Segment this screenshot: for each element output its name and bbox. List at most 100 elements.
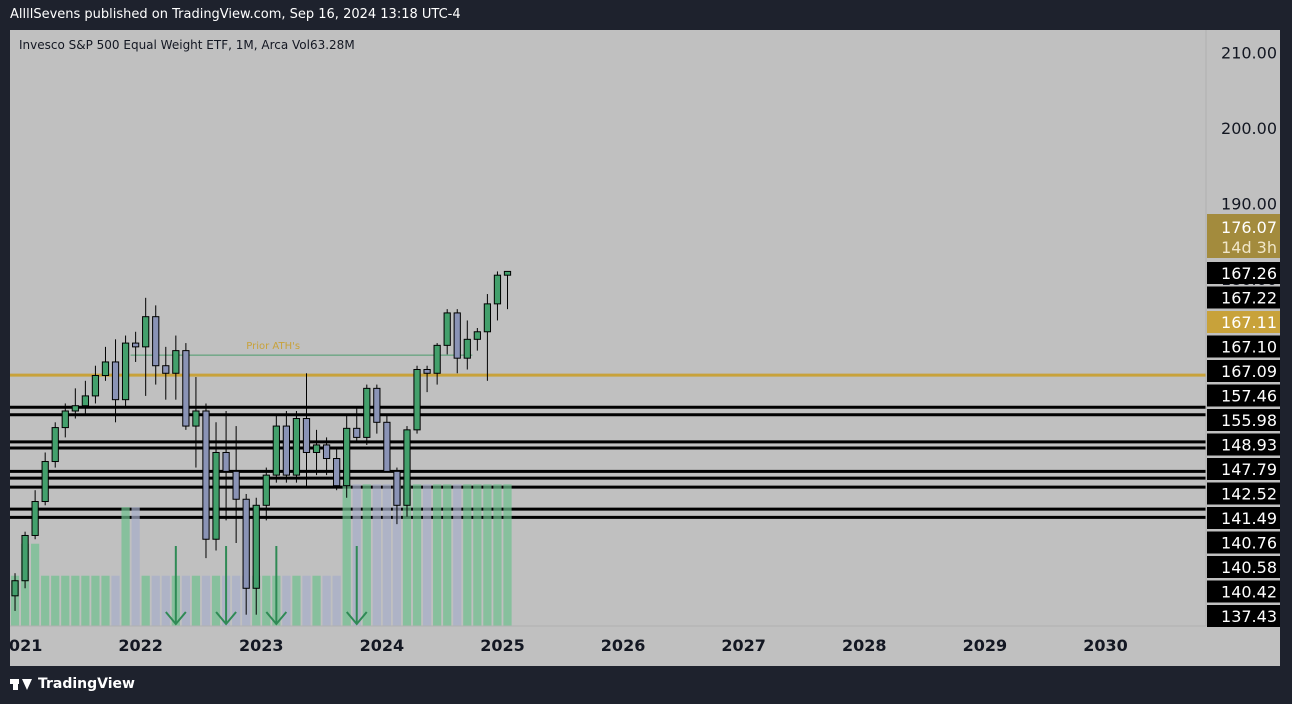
candle-body [453, 312, 461, 359]
prior-ath-label: Prior ATH's [246, 341, 300, 352]
level-tag-label: 167.10 [1221, 338, 1277, 357]
volume-bar [493, 484, 502, 626]
candle-body [322, 444, 331, 460]
candle-body [433, 344, 441, 374]
price-axis-label: 190.00 [1221, 195, 1277, 214]
level-tag [1207, 531, 1280, 554]
volume-bar [392, 484, 402, 626]
level-tag [1207, 335, 1280, 358]
last-price-tag [1207, 214, 1280, 258]
candle-body [121, 342, 130, 401]
tradingview-logo-icon [10, 677, 32, 691]
level-tag-label: 167.26 [1221, 264, 1277, 283]
level-tag-label: 167.22 [1221, 289, 1277, 308]
volume-bar [31, 543, 40, 626]
time-axis-label: 2028 [842, 636, 887, 655]
volume-bar [201, 575, 211, 626]
candle-body [152, 316, 160, 367]
level-tag [1207, 360, 1280, 382]
candle-body [162, 365, 170, 374]
candle-body [182, 350, 190, 427]
volume-bar [131, 507, 140, 626]
candle-body [111, 361, 120, 401]
candle-body [503, 270, 512, 276]
candle-body [71, 405, 79, 412]
level-tag-label: 155.98 [1221, 411, 1277, 430]
candle-body [483, 303, 492, 333]
candle-body [262, 474, 270, 506]
level-tag [1207, 556, 1280, 578]
level-tag [1207, 482, 1280, 505]
volume-bar [443, 484, 452, 626]
time-axis-label: 2027 [721, 636, 766, 655]
candle-body [333, 458, 341, 487]
level-tag-label: 140.58 [1221, 558, 1277, 577]
chart-area[interactable]: Prior ATH's210.00200.00190.00180.00176.0… [10, 30, 1280, 666]
price-axis-label: 210.00 [1221, 44, 1277, 63]
candle-body [252, 504, 260, 589]
candle-body [363, 387, 371, 438]
time-axis-label: 2025 [480, 636, 525, 655]
volume-bar [151, 575, 160, 626]
symbol-legend: Invesco S&P 500 Equal Weight ETF, 1M, Ar… [19, 38, 355, 52]
candle-body [51, 427, 59, 463]
price-axis-label: 200.00 [1221, 119, 1277, 138]
candle-body [101, 361, 110, 377]
time-axis-label: 2029 [963, 636, 1008, 655]
candle-body [413, 368, 421, 431]
candle-body [383, 421, 391, 472]
candle-body [142, 316, 150, 348]
time-axis-label: 2022 [118, 636, 163, 655]
volume-bar [433, 484, 442, 626]
candle-body [443, 312, 451, 346]
volume-bar [322, 575, 331, 626]
candle-body [21, 534, 29, 582]
level-tag [1207, 311, 1280, 333]
volume-bar [372, 484, 381, 626]
volume-bar [41, 575, 50, 626]
level-tag-label: 167.09 [1221, 362, 1277, 381]
level-tag-label: 140.42 [1221, 583, 1277, 602]
candle-body [493, 274, 502, 305]
volume-bar [181, 575, 190, 626]
chart-canvas[interactable]: Prior ATH's210.00200.00190.00180.00176.0… [10, 30, 1280, 666]
volume-bar [422, 484, 432, 626]
volume-bar [302, 575, 311, 626]
level-tag [1207, 458, 1280, 480]
candle-body [222, 451, 230, 472]
candle-body [31, 501, 39, 536]
candle-body [463, 338, 471, 359]
time-axis-label: 2030 [1083, 636, 1128, 655]
candle-body [172, 350, 180, 374]
level-tag-label: 147.79 [1221, 460, 1277, 479]
volume-bar [342, 484, 351, 626]
candle-body [242, 498, 250, 589]
volume-bar [332, 575, 341, 626]
level-tag-label: 142.52 [1221, 485, 1277, 504]
volume-bar [71, 575, 80, 626]
candle-body [423, 368, 431, 374]
candle-body [61, 410, 69, 429]
volume-bar [61, 575, 70, 626]
candle-body [353, 427, 361, 438]
footer-brand-label: TradingView [38, 676, 135, 692]
volume-bar [81, 575, 90, 626]
candle-body [373, 387, 381, 423]
volume-bar [101, 575, 110, 626]
level-tag-label: 157.46 [1221, 387, 1277, 406]
candle-countdown: 14d 3h [1221, 238, 1277, 257]
volume-bar [121, 507, 130, 626]
candle-body [282, 425, 291, 476]
candle-body [91, 375, 100, 397]
volume-bar [111, 575, 120, 626]
down-arrow-icon [345, 611, 368, 626]
footer-brand[interactable]: TradingView [10, 676, 135, 692]
candle-body [302, 418, 311, 453]
candle-body [202, 410, 210, 540]
level-tag-label: 148.93 [1221, 436, 1277, 455]
volume-bar [292, 575, 301, 626]
time-axis-label: 2024 [360, 636, 405, 655]
candle-body [11, 580, 19, 597]
volume-bar [141, 575, 150, 626]
time-axis-label: 2026 [601, 636, 646, 655]
